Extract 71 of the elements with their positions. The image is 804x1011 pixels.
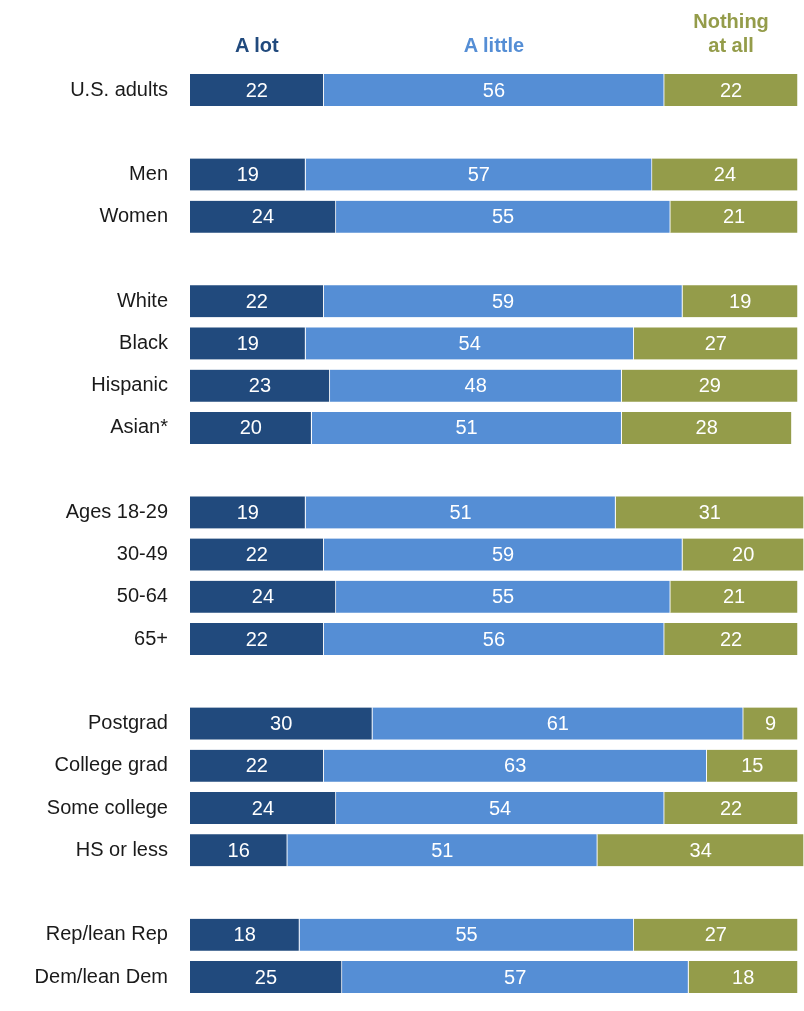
data-label: 16 <box>227 838 250 861</box>
y-tick-label: HS or less <box>75 837 168 860</box>
data-label: 55 <box>455 923 478 946</box>
data-label: 22 <box>245 754 268 777</box>
data-label: 22 <box>719 796 743 819</box>
data-label: 61 <box>546 712 569 735</box>
y-tick-label: Black <box>119 330 169 353</box>
y-tick-label: 30-49 <box>116 542 168 565</box>
data-label: 24 <box>251 205 275 228</box>
data-label: 20 <box>239 416 262 439</box>
data-label: 56 <box>482 627 506 650</box>
data-label: 29 <box>698 374 721 397</box>
y-tick-label: U.S. adults <box>70 77 168 100</box>
y-tick-label: Men <box>129 161 168 184</box>
data-label: 22 <box>245 78 268 101</box>
data-label: 19 <box>236 162 259 185</box>
y-tick-label: Ages 18-29 <box>65 499 168 522</box>
y-tick-label: Asian* <box>110 415 169 438</box>
y-tick-label: Rep/lean Rep <box>45 922 168 945</box>
data-label: 19 <box>236 500 259 523</box>
y-tick-label: College grad <box>54 753 168 776</box>
data-label: 22 <box>719 78 743 101</box>
data-label: 54 <box>488 796 512 819</box>
data-label: 19 <box>236 331 259 354</box>
data-label: 48 <box>464 374 487 397</box>
data-label: 27 <box>704 923 727 946</box>
data-label: 23 <box>248 374 272 397</box>
data-label: 30 <box>270 712 293 735</box>
y-tick-label: 50-64 <box>116 584 168 607</box>
y-tick-label: Hispanic <box>91 373 168 396</box>
data-label: 18 <box>233 923 256 946</box>
data-label: 15 <box>741 754 764 777</box>
data-label: 59 <box>491 543 515 566</box>
data-label: 24 <box>251 585 275 608</box>
y-tick-label: Some college <box>46 795 168 818</box>
y-tick-label: Dem/lean Dem <box>34 964 168 987</box>
data-label: 19 <box>729 289 752 312</box>
data-label: 22 <box>245 543 268 566</box>
data-label: 55 <box>491 205 515 228</box>
series-label: A lot <box>235 34 280 56</box>
data-label: 22 <box>719 627 743 650</box>
data-label: 57 <box>467 162 490 185</box>
data-label: 55 <box>491 585 515 608</box>
data-label: 51 <box>449 500 472 523</box>
data-label: 63 <box>504 754 527 777</box>
data-label: 18 <box>732 965 755 988</box>
data-label: 34 <box>689 838 712 861</box>
data-label: 28 <box>695 416 718 439</box>
data-label: 59 <box>491 289 515 312</box>
series-label: Nothing at all <box>693 10 769 56</box>
y-tick-label: White <box>116 288 168 311</box>
data-label: 21 <box>722 585 746 608</box>
series-label: A little <box>463 34 525 56</box>
y-tick-label: 65+ <box>134 626 168 649</box>
data-label: 27 <box>704 331 727 354</box>
data-label: 25 <box>254 965 278 988</box>
data-label: 51 <box>431 838 454 861</box>
data-label: 51 <box>455 416 478 439</box>
data-label: 22 <box>245 289 268 312</box>
data-label: 9 <box>765 712 777 735</box>
data-label: 54 <box>458 331 481 354</box>
data-label: 56 <box>482 78 506 101</box>
data-label: 24 <box>251 796 275 819</box>
y-tick-label: Postgrad <box>87 711 168 734</box>
data-label: 31 <box>698 500 721 523</box>
y-tick-label: Women <box>99 204 168 227</box>
data-label: 20 <box>732 543 755 566</box>
data-label: 24 <box>713 162 737 185</box>
data-label: 21 <box>722 205 746 228</box>
data-label: 57 <box>504 965 527 988</box>
data-label: 22 <box>245 627 268 650</box>
